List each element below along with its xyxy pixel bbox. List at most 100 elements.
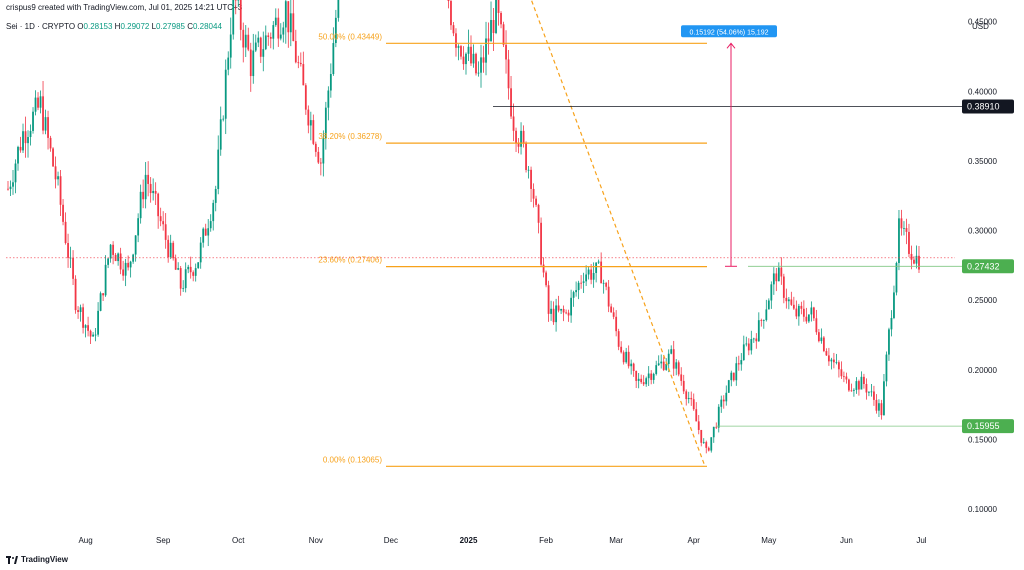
candle-body (7, 188, 9, 190)
candle-body (54, 166, 57, 180)
candle-body (605, 282, 608, 287)
candle-body (827, 355, 830, 362)
candle-body (667, 353, 670, 365)
x-tick-label: Dec (384, 536, 398, 545)
candle-body (845, 376, 848, 380)
candle-body (209, 221, 212, 229)
candle-body (177, 268, 180, 270)
candle-body (635, 370, 638, 381)
candle-body (685, 391, 688, 400)
candle-body (279, 34, 282, 39)
candle-body (212, 202, 215, 222)
candle-body (735, 363, 738, 381)
candle-body (850, 390, 853, 392)
candle-body (142, 191, 145, 200)
candle-body (254, 42, 257, 51)
candle-body (507, 59, 510, 89)
candle-body (467, 46, 470, 54)
candle-body (765, 309, 768, 321)
candle-body (727, 380, 730, 393)
candle-body (460, 46, 462, 57)
candle-body (807, 314, 810, 322)
candle-body (615, 316, 618, 332)
candle-body (267, 35, 270, 37)
candle-body (187, 266, 190, 270)
candle-body (162, 221, 165, 225)
candle-body (595, 262, 598, 273)
candle-body (552, 308, 555, 323)
candle-body (37, 97, 39, 108)
candle-body (132, 254, 135, 262)
candle-body (244, 34, 247, 48)
candle-body (705, 442, 708, 448)
candle-body (232, 0, 235, 35)
candle-body (858, 381, 860, 390)
candle-body (269, 36, 272, 39)
candle-body (64, 221, 67, 244)
candle-body (219, 119, 222, 150)
candle-body (535, 198, 537, 205)
candle-body (832, 359, 835, 363)
candle-body (67, 243, 69, 258)
measure-arrow-head (726, 42, 736, 49)
candle-body (650, 373, 653, 380)
currency-label: USD (972, 22, 989, 31)
candle-body (915, 255, 918, 264)
candle-body (475, 53, 477, 74)
candle-body (732, 372, 735, 381)
candle-body (154, 190, 157, 194)
candle-body (47, 117, 49, 138)
candle-body (485, 38, 487, 63)
chart-attribution: crispus9 created with TradingView.com, J… (6, 3, 243, 12)
candle-body (730, 372, 733, 381)
candle-body (42, 96, 44, 131)
candle-body (642, 382, 645, 385)
candle-body (600, 261, 603, 284)
candle-body (257, 37, 260, 43)
candle-body (222, 118, 225, 120)
candle-body (59, 176, 62, 205)
candle-body (680, 374, 683, 381)
ohlc-value: 0.28044 (192, 22, 222, 31)
candle-body (159, 216, 162, 222)
candle-body (767, 300, 770, 310)
candle-body (812, 307, 815, 319)
candle-body (622, 352, 625, 363)
candle-body (582, 281, 585, 283)
candle-body (152, 190, 155, 194)
candle-body (843, 376, 845, 378)
candle-body (452, 25, 455, 34)
candle-body (117, 253, 120, 262)
candle-body (147, 174, 150, 184)
candle-body (717, 406, 720, 428)
candle-body (184, 269, 187, 289)
ohlc-key: C (184, 22, 193, 31)
candle-body (700, 429, 703, 443)
tradingview-logo: TradingView (6, 555, 68, 564)
candle-body (19, 146, 22, 151)
measure-badge (681, 25, 777, 38)
candle-body (903, 228, 905, 229)
candle-body (277, 17, 280, 39)
candle-body (495, 0, 497, 34)
candle-body (179, 268, 182, 289)
candle-body (284, 1, 287, 28)
candle-body (855, 381, 858, 390)
symbol-legend: Sei · 1D · CRYPTO O0.28153 H0.29072 L0.2… (6, 22, 222, 31)
candle-body (22, 131, 24, 151)
candle-body (137, 218, 140, 236)
candle-body (890, 317, 893, 330)
candle-body (720, 399, 723, 407)
candle-body (124, 262, 127, 276)
candle-body (199, 242, 202, 263)
candle-body (259, 37, 262, 57)
candle-body (525, 143, 527, 170)
candle-body (567, 312, 570, 316)
candle-body (304, 85, 307, 110)
candle-body (127, 262, 130, 268)
candle-body (795, 308, 798, 317)
candle-body (540, 222, 542, 265)
candle-body (34, 97, 37, 112)
candle-body (94, 334, 97, 336)
